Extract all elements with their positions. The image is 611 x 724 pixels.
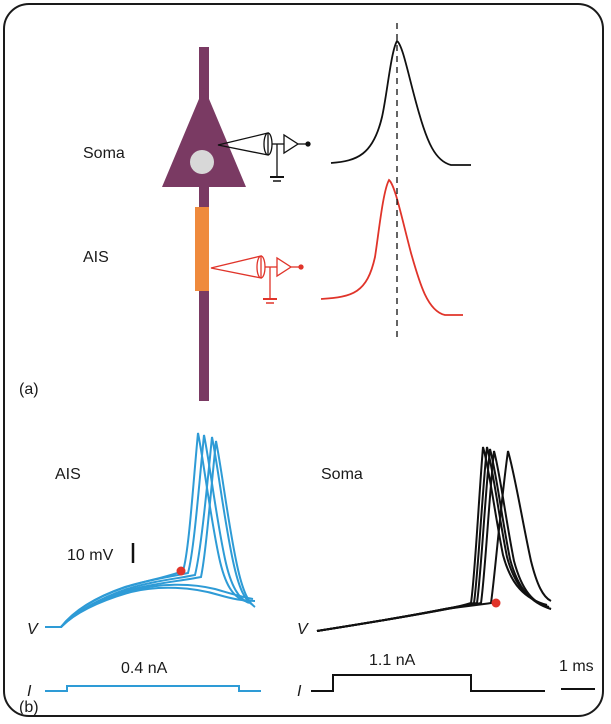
ais-voltage-axis-label: V [27,621,39,638]
figure-canvas: Soma AIS (a) [19,23,595,716]
time-scale-label: 1 ms [559,658,594,675]
soma-action-potential [330,39,471,166]
soma-nucleus [190,150,214,174]
panel-b: AIS Soma 10 mV 1 ms V I V I 0.4 nA 1.1 n… [19,432,595,716]
panel-a-label: (a) [19,381,39,398]
ais-trace [45,440,256,628]
ais-threshold-marker [176,566,186,576]
panel-a: Soma AIS (a) [19,23,471,401]
ais-trace [45,586,256,628]
ais-current-step [45,685,261,692]
soma-electrode [217,132,311,182]
panel-b-label: (b) [19,699,39,716]
neuron-soma [162,87,246,187]
ais-action-potential [320,178,463,316]
soma-voltage-traces [316,446,552,632]
ais-current-axis-label: I [27,683,32,700]
figure-frame: Soma AIS (a) [3,3,604,717]
ais-current-amplitude-label: 0.4 nA [121,660,168,677]
ais-trace [45,436,254,628]
voltage-scale-label: 10 mV [67,547,114,564]
soma-current-amplitude-label: 1.1 nA [369,652,416,669]
ais-trace [45,583,254,628]
ais-segment [195,207,209,291]
soma-current-axis-label: I [297,683,302,700]
neuron-axon [199,195,209,401]
ais-recording-title: AIS [55,466,81,483]
soma-current-step [311,674,545,692]
ais-voltage-traces [45,432,256,628]
ais-label: AIS [83,249,109,266]
soma-label: Soma [83,145,125,162]
ais-electrode [210,255,304,304]
soma-voltage-axis-label: V [297,621,309,638]
soma-trace [316,450,552,632]
ais-trace [45,432,246,628]
ais-trace [45,434,250,628]
soma-threshold-marker [491,598,501,608]
soma-recording-title: Soma [321,466,363,483]
